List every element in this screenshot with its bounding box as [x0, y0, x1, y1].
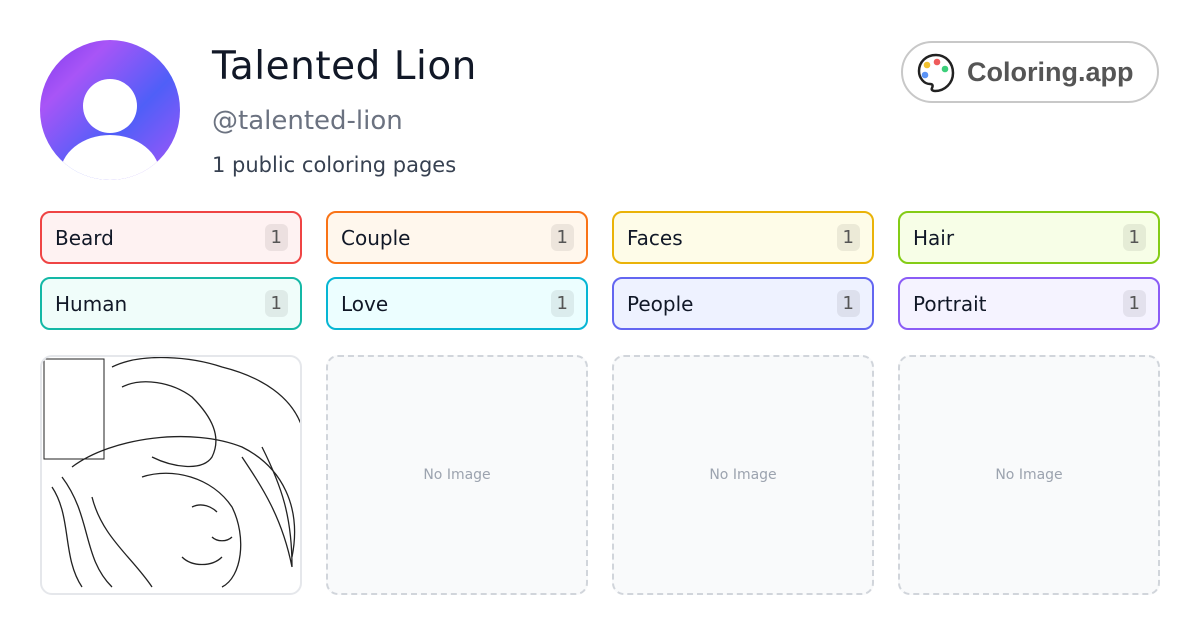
palette-icon [917, 53, 955, 93]
tag-count: 1 [550, 224, 574, 251]
no-image-label: No Image [709, 467, 777, 483]
tag-label: Hair [913, 225, 955, 250]
tag-count: 1 [264, 290, 288, 317]
tag-label: Couple [341, 225, 411, 250]
coloring-page-image [43, 357, 300, 588]
tag-count: 1 [264, 224, 288, 251]
tag-people[interactable]: People 1 [612, 277, 874, 330]
empty-card[interactable]: No Image [326, 355, 588, 595]
profile-handle: @talented-lion [212, 106, 403, 136]
tag-count: 1 [1122, 224, 1146, 251]
avatar [40, 40, 180, 180]
tag-count: 1 [836, 290, 860, 317]
tag-portrait[interactable]: Portrait 1 [898, 277, 1160, 330]
tag-label: Human [55, 291, 128, 316]
tag-label: Beard [55, 225, 114, 250]
no-image-label: No Image [423, 467, 491, 483]
brand-badge[interactable]: Coloring.app [901, 41, 1159, 103]
tag-hair[interactable]: Hair 1 [898, 211, 1160, 264]
tag-label: Portrait [913, 291, 987, 316]
tag-beard[interactable]: Beard 1 [40, 211, 302, 264]
tag-count: 1 [550, 290, 574, 317]
coloring-page-thumbnail[interactable] [40, 355, 302, 595]
empty-card[interactable]: No Image [898, 355, 1160, 595]
profile-name: Talented Lion [212, 44, 477, 89]
brand-label: Coloring.app [967, 56, 1134, 87]
user-icon-head [83, 79, 137, 133]
tag-label: Faces [627, 225, 683, 250]
tag-faces[interactable]: Faces 1 [612, 211, 874, 264]
tag-human[interactable]: Human 1 [40, 277, 302, 330]
page-count: 1 public coloring pages [212, 153, 457, 177]
tag-love[interactable]: Love 1 [326, 277, 588, 330]
user-icon-body [60, 135, 160, 180]
tag-count: 1 [1122, 290, 1146, 317]
no-image-label: No Image [995, 467, 1063, 483]
tag-count: 1 [836, 224, 860, 251]
empty-card[interactable]: No Image [612, 355, 874, 595]
tag-label: People [627, 291, 694, 316]
tag-label: Love [341, 291, 389, 316]
tag-couple[interactable]: Couple 1 [326, 211, 588, 264]
